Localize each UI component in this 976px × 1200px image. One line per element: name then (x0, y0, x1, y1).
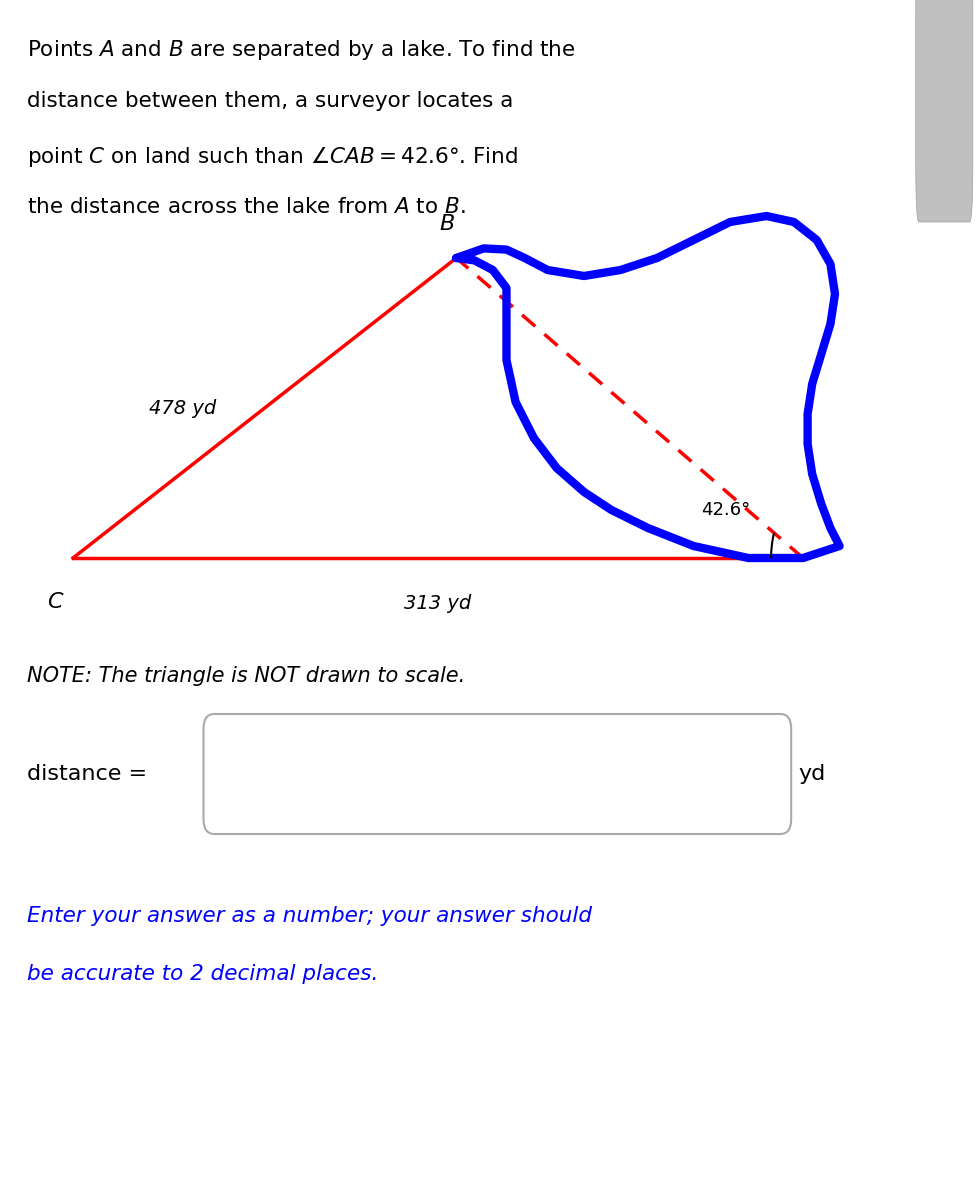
Text: Enter your answer as a number; your answer should: Enter your answer as a number; your answ… (27, 906, 592, 926)
Text: NOTE: The triangle is NOT drawn to scale.: NOTE: The triangle is NOT drawn to scale… (27, 666, 466, 686)
Text: B: B (439, 214, 455, 234)
Text: yd: yd (798, 764, 826, 784)
Text: 313 yd: 313 yd (404, 594, 471, 613)
FancyBboxPatch shape (915, 0, 973, 222)
Text: 42.6°: 42.6° (701, 500, 751, 518)
Text: 478 yd: 478 yd (149, 398, 216, 418)
Text: the distance across the lake from $\mathit{A}$ to $\mathit{B}$.: the distance across the lake from $\math… (27, 197, 466, 217)
Text: be accurate to 2 decimal places.: be accurate to 2 decimal places. (27, 964, 379, 984)
FancyBboxPatch shape (204, 714, 792, 834)
Text: Points $\mathit{A}$ and $\mathit{B}$ are separated by a lake. To find the: Points $\mathit{A}$ and $\mathit{B}$ are… (27, 38, 576, 62)
Text: distance between them, a surveyor locates a: distance between them, a surveyor locate… (27, 91, 513, 112)
Text: C: C (47, 592, 62, 612)
Text: distance =: distance = (27, 764, 147, 784)
Text: point $\mathit{C}$ on land such than $\angle\mathit{CAB} = 42.6°$. Find: point $\mathit{C}$ on land such than $\a… (27, 144, 518, 169)
